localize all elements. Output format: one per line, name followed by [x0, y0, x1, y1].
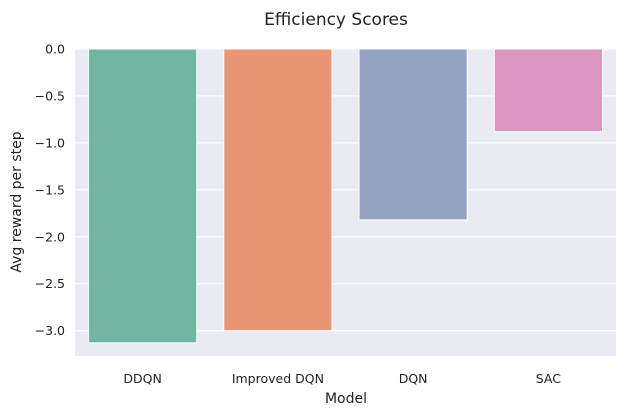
x-tick-label: Improved DQN: [232, 371, 324, 386]
chart-title: Efficiency Scores: [264, 10, 408, 30]
bar-dqn: [358, 48, 468, 221]
y-tick-label: −1.5: [35, 182, 65, 197]
bar-ddqn: [88, 48, 198, 344]
y-tick-label: −0.5: [35, 88, 65, 103]
y-tick-label: −2.5: [35, 276, 65, 291]
bar-sac: [493, 48, 603, 133]
x-tick-label: DQN: [399, 371, 428, 386]
bar-improved-dqn: [223, 48, 333, 332]
x-axis-label: Model: [325, 391, 367, 407]
y-tick-labels: 0.0 −0.5 −1.0 −1.5 −2.0 −2.5 −3.0: [35, 42, 65, 339]
x-tick-label: DDQN: [123, 371, 161, 386]
x-tick-labels: DDQN Improved DQN DQN SAC: [123, 371, 561, 386]
bars: [88, 48, 603, 344]
y-tick-label: −3.0: [35, 323, 65, 338]
y-tick-label: −1.0: [35, 135, 65, 150]
y-axis-label: Avg reward per step: [9, 131, 25, 272]
y-tick-label: 0.0: [45, 42, 65, 57]
y-tick-label: −2.0: [35, 229, 65, 244]
x-tick-label: SAC: [536, 371, 561, 386]
